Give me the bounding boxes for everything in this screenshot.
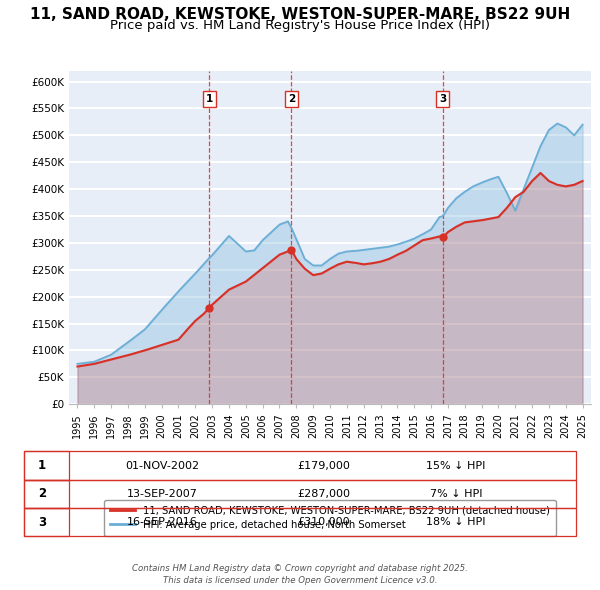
Text: £287,000: £287,000 [298, 489, 350, 499]
Text: 18% ↓ HPI: 18% ↓ HPI [426, 517, 486, 527]
Text: 13-SEP-2007: 13-SEP-2007 [127, 489, 197, 499]
Text: £179,000: £179,000 [298, 461, 350, 470]
Text: 16-SEP-2016: 16-SEP-2016 [127, 517, 197, 527]
Text: 2: 2 [38, 487, 46, 500]
Text: 7% ↓ HPI: 7% ↓ HPI [430, 489, 482, 499]
Text: 1: 1 [206, 94, 213, 104]
Legend: 11, SAND ROAD, KEWSTOKE, WESTON-SUPER-MARE, BS22 9UH (detached house), HPI: Aver: 11, SAND ROAD, KEWSTOKE, WESTON-SUPER-MA… [104, 500, 556, 536]
Text: 15% ↓ HPI: 15% ↓ HPI [427, 461, 485, 470]
Text: Price paid vs. HM Land Registry's House Price Index (HPI): Price paid vs. HM Land Registry's House … [110, 19, 490, 32]
Text: 01-NOV-2002: 01-NOV-2002 [125, 461, 199, 470]
Text: 2: 2 [288, 94, 295, 104]
Text: 1: 1 [38, 459, 46, 472]
Text: 11, SAND ROAD, KEWSTOKE, WESTON-SUPER-MARE, BS22 9UH: 11, SAND ROAD, KEWSTOKE, WESTON-SUPER-MA… [30, 7, 570, 22]
Text: 3: 3 [38, 516, 46, 529]
Text: Contains HM Land Registry data © Crown copyright and database right 2025.
This d: Contains HM Land Registry data © Crown c… [132, 565, 468, 585]
Text: 3: 3 [439, 94, 446, 104]
Text: £310,000: £310,000 [298, 517, 350, 527]
